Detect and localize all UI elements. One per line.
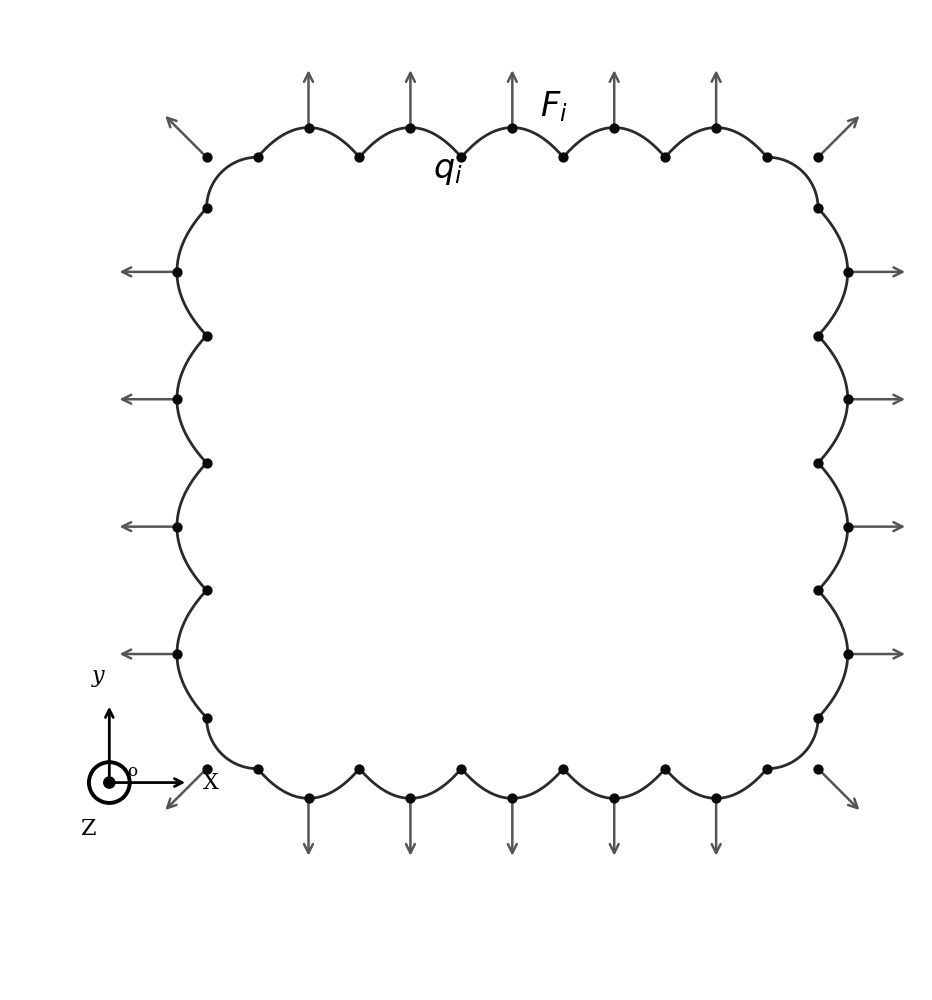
Point [170, 391, 185, 407]
Point [352, 761, 367, 777]
Point [505, 120, 520, 136]
Point [555, 149, 570, 165]
Point [841, 519, 856, 535]
Text: $F_i$: $F_i$ [541, 89, 568, 124]
Point [658, 149, 673, 165]
Point [658, 761, 673, 777]
Point [841, 264, 856, 280]
Point [250, 761, 265, 777]
Point [250, 149, 265, 165]
Text: o: o [128, 763, 138, 780]
Point [760, 761, 774, 777]
Point [708, 120, 723, 136]
Circle shape [103, 777, 115, 788]
Point [555, 761, 570, 777]
Point [811, 582, 826, 598]
Text: $q_i$: $q_i$ [432, 155, 462, 187]
Point [403, 790, 418, 806]
Point [708, 790, 723, 806]
Point [811, 761, 826, 777]
Point [607, 790, 622, 806]
Point [841, 646, 856, 662]
Point [454, 761, 469, 777]
Point [199, 761, 214, 777]
Point [454, 149, 469, 165]
Point [199, 582, 214, 598]
Point [199, 200, 214, 216]
Point [841, 391, 856, 407]
Point [301, 790, 316, 806]
Point [199, 455, 214, 471]
Point [170, 519, 185, 535]
Point [607, 120, 622, 136]
Text: y: y [92, 665, 104, 687]
Text: X: X [203, 772, 219, 794]
Point [403, 120, 418, 136]
Point [811, 455, 826, 471]
Point [505, 790, 520, 806]
Point [170, 646, 185, 662]
Point [811, 710, 826, 726]
Point [199, 328, 214, 344]
Text: Z: Z [81, 818, 97, 840]
Point [170, 264, 185, 280]
Point [199, 149, 214, 165]
Point [301, 120, 316, 136]
Point [760, 149, 774, 165]
Point [811, 328, 826, 344]
Point [352, 149, 367, 165]
Point [811, 149, 826, 165]
Point [199, 710, 214, 726]
Point [811, 200, 826, 216]
